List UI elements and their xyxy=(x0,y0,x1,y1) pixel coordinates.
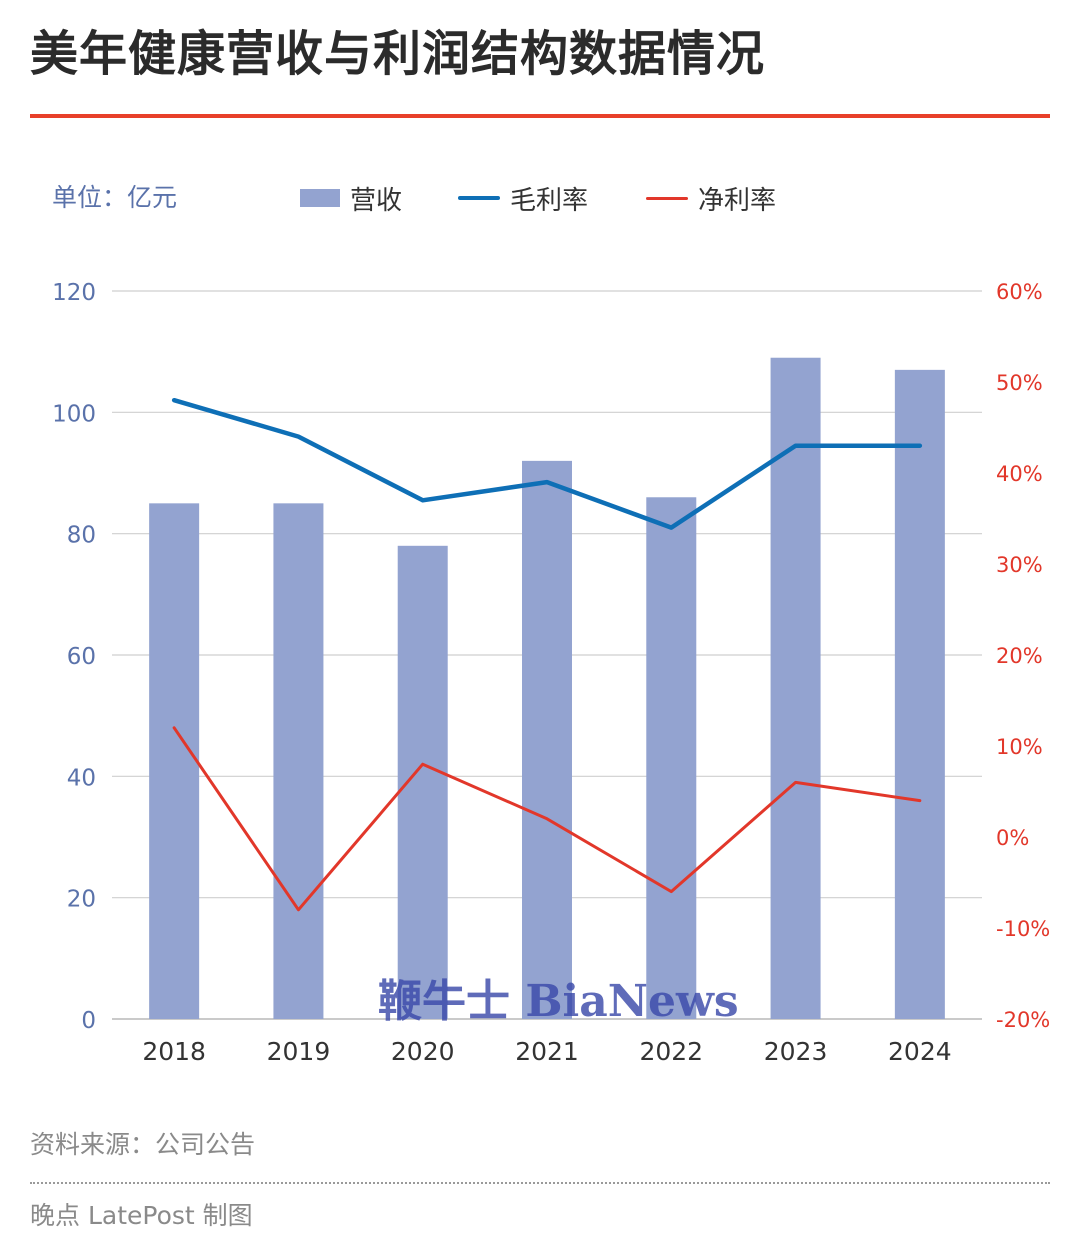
left-axis-tick-label: 0 xyxy=(81,1008,96,1034)
legend-line-swatch-net xyxy=(646,196,688,200)
right-axis-tick-label: -20% xyxy=(996,1008,1050,1032)
left-axis-tick-label: 40 xyxy=(67,765,96,791)
bianews-watermark: 鞭牛士 BiaNews xyxy=(378,976,739,1027)
x-axis-tick-label: 2018 xyxy=(142,1037,206,1066)
legend-item-gross-margin: 毛利率 xyxy=(458,180,588,216)
x-axis-tick-label: 2022 xyxy=(639,1037,703,1066)
title-divider xyxy=(30,114,1050,118)
right-axis-tick-label: 10% xyxy=(996,735,1043,759)
revenue-bar xyxy=(646,497,697,1019)
legend-item-net-margin: 净利率 xyxy=(646,180,776,216)
x-axis-tick-label: 2023 xyxy=(764,1037,828,1066)
right-axis-tick-label: 40% xyxy=(996,462,1043,486)
x-axis-tick-label: 2019 xyxy=(267,1037,331,1066)
right-axis-tick-label: 30% xyxy=(996,553,1043,577)
revenue-bar xyxy=(273,503,324,1019)
left-axis-tick-label: 60 xyxy=(67,644,96,670)
right-axis-tick-label: 60% xyxy=(996,280,1043,304)
x-axis-tick-label: 2021 xyxy=(515,1037,579,1066)
right-axis-tick-label: 20% xyxy=(996,644,1043,668)
chart-title: 美年健康营收与利润结构数据情况 xyxy=(30,26,766,82)
left-axis-tick-label: 120 xyxy=(52,280,96,306)
credit-note: 晚点 LatePost 制图 xyxy=(30,1201,253,1230)
x-axis-tick-label: 2020 xyxy=(391,1037,455,1066)
unit-label: 单位：亿元 xyxy=(52,183,178,212)
right-axis-tick-label: 50% xyxy=(996,371,1043,395)
revenue-bar xyxy=(149,503,200,1019)
right-axis-tick-label: 0% xyxy=(996,826,1029,850)
gross-margin-line xyxy=(171,397,923,530)
legend-item-revenue: 营收 xyxy=(300,180,402,216)
x-axis-tick-label: 2024 xyxy=(888,1037,952,1066)
revenue-bar xyxy=(770,357,821,1019)
source-note: 资料来源：公司公告 xyxy=(30,1130,256,1159)
revenue-bar xyxy=(894,369,945,1019)
net-margin-line xyxy=(172,726,922,912)
legend-bar-swatch xyxy=(300,189,340,207)
legend-label-revenue: 营收 xyxy=(350,185,403,216)
left-axis-tick-label: 100 xyxy=(52,401,96,427)
footer-divider xyxy=(30,1182,1050,1184)
left-axis-tick-label: 20 xyxy=(67,887,96,913)
revenue-bar xyxy=(522,460,572,1019)
legend-label-net-margin: 净利率 xyxy=(698,185,777,216)
legend-label-gross-margin: 毛利率 xyxy=(510,185,589,216)
legend-line-swatch-gross xyxy=(458,196,500,200)
right-axis-tick-label: -10% xyxy=(996,917,1050,941)
left-axis-tick-label: 80 xyxy=(67,523,96,549)
